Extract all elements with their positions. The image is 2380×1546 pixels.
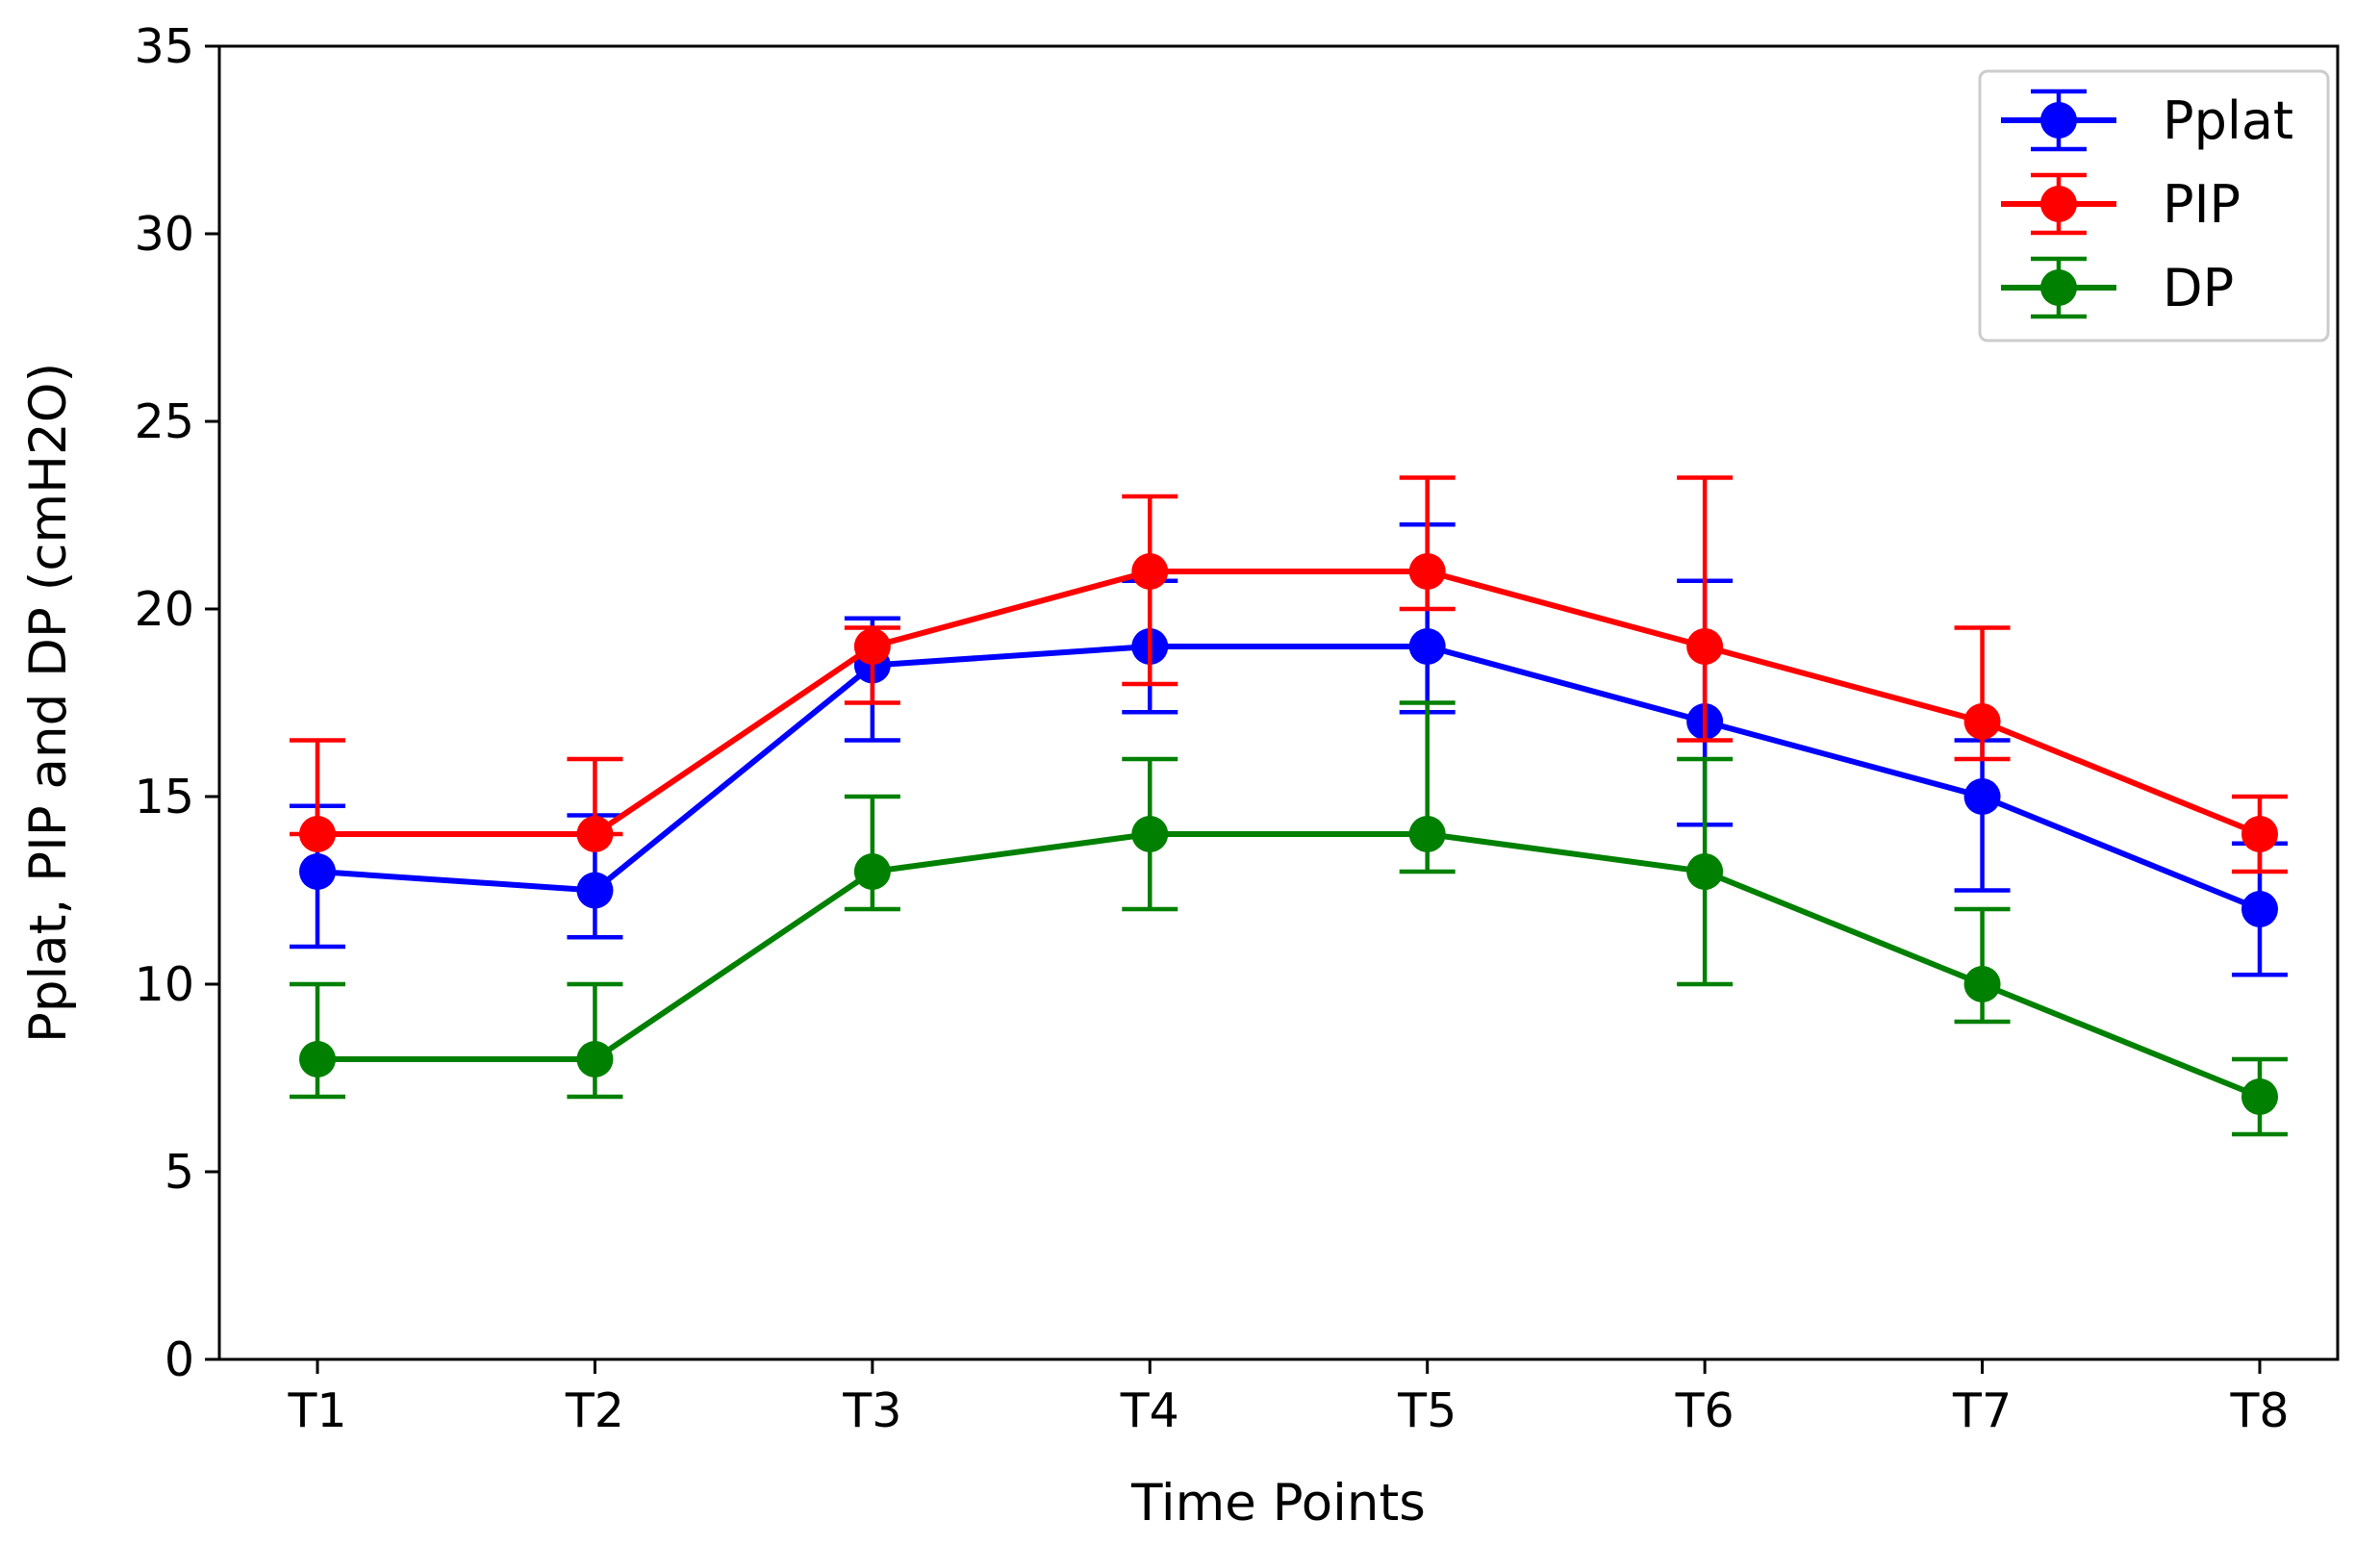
- legend-entry-dp: DP: [2001, 256, 2234, 319]
- series-dp: [290, 700, 2288, 1137]
- data-point: [576, 1041, 614, 1077]
- y-tick-label: 5: [165, 1145, 194, 1200]
- y-axis-label: Pplat, PIP and DP (cmH2O): [19, 363, 78, 1043]
- x-tick-label: T3: [842, 1383, 901, 1438]
- legend-label: Pplat: [2163, 90, 2293, 151]
- data-point: [1686, 853, 1724, 890]
- x-tick-label: T5: [1397, 1383, 1456, 1438]
- y-tick-label: 30: [135, 207, 194, 262]
- series-line: [317, 569, 2262, 837]
- data-point: [299, 853, 336, 890]
- data-point: [2241, 1078, 2278, 1115]
- y-tick-label: 15: [135, 770, 194, 824]
- series-pip: [290, 475, 2288, 874]
- data-point: [1408, 628, 1446, 665]
- series-line: [317, 831, 2262, 1100]
- x-tick-label: T4: [1120, 1383, 1179, 1438]
- legend-label: PIP: [2163, 174, 2241, 235]
- x-axis-label: Time Points: [1130, 1474, 1426, 1533]
- y-tick-label: 25: [135, 394, 194, 449]
- legend-entry-pip: PIP: [2001, 172, 2241, 236]
- data-point: [299, 1041, 336, 1077]
- data-point: [853, 628, 891, 665]
- legend-label: DP: [2163, 258, 2234, 318]
- x-tick-label: T6: [1675, 1383, 1734, 1438]
- y-tick-label: 10: [135, 957, 194, 1012]
- legend: Pplat PIP DP: [1978, 69, 2330, 342]
- data-point: [576, 816, 614, 852]
- y-tick-label: 0: [165, 1332, 194, 1387]
- data-point: [576, 872, 614, 909]
- x-tick-label: T1: [287, 1383, 346, 1438]
- axes-frame: [217, 44, 2340, 1361]
- x-tick-label: T7: [1952, 1383, 2012, 1438]
- legend-marker: [2040, 186, 2077, 222]
- data-point: [853, 853, 891, 890]
- data-point: [1963, 703, 2001, 740]
- data-point: [2241, 816, 2278, 852]
- plot-area: 0 5 10 15 20 25 30 35 T1 T2 T3 T4 T5 T6 T7 T8: [135, 19, 2340, 1438]
- data-point: [1963, 966, 2001, 1002]
- y-tick-label: 20: [135, 582, 194, 637]
- y-tick-label: 35: [135, 19, 194, 74]
- data-point: [2241, 891, 2278, 927]
- x-tick-label: T2: [565, 1383, 624, 1438]
- data-point: [1408, 553, 1446, 590]
- data-point: [299, 816, 336, 852]
- data-point: [1131, 816, 1169, 852]
- data-point: [1686, 628, 1724, 665]
- data-point: [1131, 553, 1169, 590]
- legend-marker: [2040, 269, 2077, 306]
- x-tick-label: T8: [2229, 1383, 2289, 1438]
- legend-marker: [2040, 102, 2077, 139]
- data-point: [1408, 816, 1446, 852]
- legend-entry-pplat: Pplat: [2001, 89, 2293, 152]
- series-line: [316, 644, 2262, 912]
- data-point: [1963, 778, 2001, 815]
